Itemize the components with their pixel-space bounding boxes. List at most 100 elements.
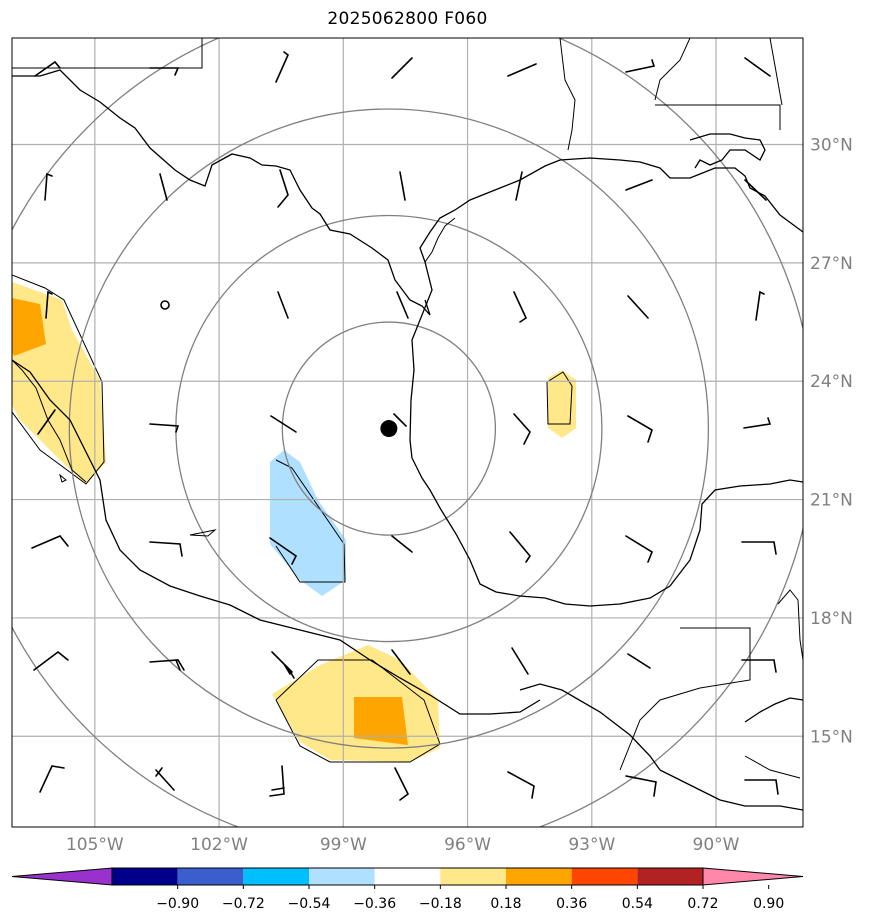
colorbar-tick-label: −0.90 [156,896,199,912]
wind-barb [391,57,413,79]
colorbar-tick-label: −0.36 [353,896,396,912]
colorbar-extend-low [11,867,113,886]
wind-barb [399,171,406,201]
yucatan-coast [744,697,803,723]
mexico-gulf-coast [409,439,803,607]
wind-barb [277,169,289,208]
wind-barb [391,535,413,553]
latitude-tick-label: 30°N [810,136,853,156]
wind-barb [744,179,767,201]
wind-barb [625,775,657,797]
colorbar-tick-label: 0.90 [753,896,784,912]
wind-barb [44,172,53,201]
wind-barb [625,59,656,73]
wind-barb [744,779,779,795]
wind-barb [149,659,185,671]
negative-anomaly-mexico [270,450,346,596]
colorbar-tick-label: 0.18 [490,896,521,912]
island-1 [189,529,217,537]
colorbar-segment [506,868,572,885]
wind-barb [627,415,653,443]
longitude-tick-label: 93°W [568,835,615,855]
wind-barb [391,649,411,675]
wind-barb [34,60,61,77]
wind-barb [33,650,69,671]
gridlines [12,38,803,827]
belize-guatemala-border [619,627,751,771]
wind-barb [513,413,531,445]
latitude-tick-label: 15°N [810,727,853,747]
wind-barb [270,415,297,433]
wind-barb [277,291,289,319]
wind-barbs [31,51,779,801]
latitude-labels: 15°N 18°N 21°N 24°N 27°N 30°N [810,136,853,748]
central-america-coast [659,769,803,811]
wind-barb [396,291,409,319]
strong-anomaly-west [12,298,46,356]
colorbar-frame [111,867,704,886]
longitude-labels: 105°W 102°W 99°W 96°W 93°W 90°W [66,835,740,855]
wind-barb [393,413,407,427]
latitude-tick-label: 27°N [810,254,853,274]
latitude-tick-label: 18°N [810,609,853,629]
wind-barb [627,295,649,319]
longitude-tick-label: 90°W [693,835,740,855]
strong-anomaly-south [354,697,408,745]
state-border-la [559,38,576,151]
wind-barb [743,417,772,429]
colorbar-tick-label: −0.72 [222,896,265,912]
state-border-al-fl [769,38,783,106]
colorbar-segment [243,868,309,885]
yucatan-west [519,683,661,771]
latitude-tick-label: 24°N [810,372,853,392]
wind-barb [515,171,523,201]
longitude-tick-label: 96°W [444,835,491,855]
wind-barb [627,653,651,669]
state-border-ms [654,38,691,101]
range-ring [281,321,497,536]
range-ring [175,214,603,643]
state-border-al [655,104,781,130]
mexico-pacific-coast [12,359,541,715]
wind-barb [31,535,69,549]
colorbar-tick-label: 0.36 [556,896,587,912]
wind-barb [149,541,183,557]
colorbar-segment [637,868,703,885]
map-frame [11,37,804,828]
barrier-island [424,217,456,263]
range-ring [68,108,710,749]
wind-barb [755,290,765,321]
wind-barb [744,57,771,77]
wind-barb [625,179,653,191]
colorbar-segment [374,868,441,885]
wind-barb [275,51,289,83]
colorbar-segment [309,868,375,885]
east-border [777,589,803,661]
calm-wind-circle [160,300,170,310]
wind-barb [509,531,531,563]
wind-barb [45,290,53,319]
colorbar-segment [112,868,178,885]
cuba-coast [744,755,801,779]
colorbar: −0.90 −0.72 −0.54 −0.36 −0.18 0.18 0.36 0.54 0.7… [11,867,804,912]
wind-barb [511,647,529,675]
wind-barb [625,535,653,563]
wind-barb [507,771,535,799]
wind-barb [741,541,777,555]
wind-barb [513,291,528,323]
longitude-tick-label: 102°W [190,835,248,855]
us-gulf-coast [409,157,803,441]
colorbar-tick-label: −0.18 [419,896,462,912]
wind-barb [269,765,285,797]
colorbar-tick-label: −0.54 [288,896,331,912]
wind-barb [37,409,56,435]
colorbar-tick-label: 0.72 [687,896,718,912]
louisiana-delta [689,133,766,169]
latitude-tick-label: 21°N [810,491,853,511]
rio-grande-border [12,69,431,316]
wind-barb [269,537,298,565]
longitude-tick-label: 105°W [66,835,124,855]
range-rings [12,38,803,827]
colorbar-segment [571,868,638,885]
